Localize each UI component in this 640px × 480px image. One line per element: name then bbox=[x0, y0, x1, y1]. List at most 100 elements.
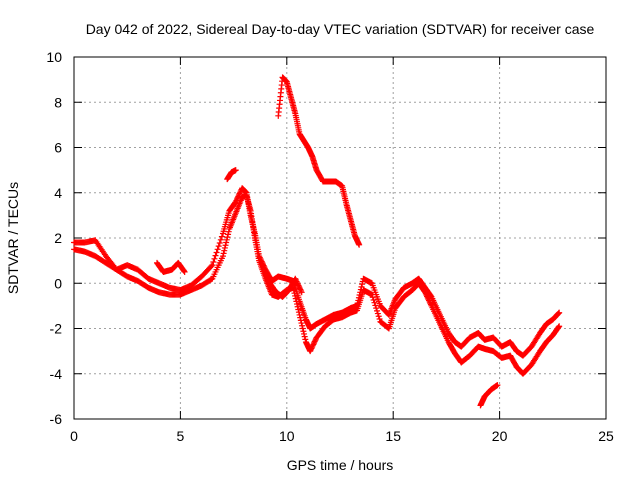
x-tick-label: 0 bbox=[70, 428, 78, 444]
isolated-d-interp bbox=[296, 283, 303, 290]
upper-branch-interp bbox=[260, 262, 267, 269]
grid-lines bbox=[74, 57, 606, 419]
isolated-d-interp bbox=[295, 282, 302, 289]
upper-branch-interp bbox=[259, 261, 266, 268]
isolated-d-interp bbox=[294, 279, 301, 286]
upper-branch-interp bbox=[215, 243, 222, 250]
main-track-interp bbox=[555, 324, 562, 331]
upper-branch-interp bbox=[217, 236, 224, 243]
upper-branch-interp bbox=[258, 258, 265, 265]
steep-segment-point bbox=[356, 241, 363, 248]
main-track-interp bbox=[300, 328, 307, 335]
upper-branch-interp bbox=[354, 300, 361, 307]
upper-branch-interp bbox=[359, 281, 366, 288]
main-track-interp bbox=[297, 314, 304, 321]
main-track-interp bbox=[223, 236, 230, 243]
upper-branch-interp bbox=[256, 254, 263, 261]
y-tick-label: 8 bbox=[54, 94, 62, 110]
x-tick-label: 15 bbox=[385, 428, 401, 444]
upper-branch-interp bbox=[554, 311, 561, 318]
isolated-d-interp bbox=[298, 287, 305, 294]
y-tick-label: -6 bbox=[50, 411, 63, 427]
upper-branch-point bbox=[256, 253, 263, 260]
upper-branch-interp bbox=[261, 263, 268, 270]
x-tick-label: 5 bbox=[177, 428, 185, 444]
upper-branch-interp bbox=[233, 197, 240, 204]
main-track-interp bbox=[299, 325, 306, 332]
main-track-interp bbox=[222, 242, 229, 249]
upper-branch-interp bbox=[555, 310, 562, 317]
main-track-interp bbox=[375, 313, 382, 320]
main-track-interp bbox=[309, 342, 316, 349]
y-tick-label: 0 bbox=[54, 275, 62, 291]
main-track-interp bbox=[308, 345, 315, 352]
main-track-interp bbox=[221, 247, 228, 254]
main-track-interp bbox=[311, 338, 318, 345]
upper-branch-interp bbox=[257, 255, 264, 262]
main-track-interp bbox=[311, 339, 318, 346]
upper-branch-interp bbox=[218, 233, 225, 240]
isolated-d-interp bbox=[296, 285, 303, 292]
upper-branch-point bbox=[209, 262, 216, 269]
main-track-interp bbox=[225, 231, 232, 238]
isolated-c-point bbox=[181, 268, 188, 275]
upper-branch-interp bbox=[235, 193, 242, 200]
main-track-interp bbox=[299, 322, 306, 329]
upper-branch-interp bbox=[214, 246, 221, 253]
y-tick-label: 6 bbox=[54, 140, 62, 156]
main-track-interp bbox=[372, 302, 379, 309]
y-tick-label: 10 bbox=[46, 49, 62, 65]
main-track-interp bbox=[220, 250, 227, 257]
upper-branch-interp bbox=[216, 239, 223, 246]
main-track-interp bbox=[374, 307, 381, 314]
upper-branch-interp bbox=[211, 255, 218, 262]
upper-branch-interp bbox=[355, 297, 362, 304]
main-track-interp bbox=[373, 305, 380, 312]
x-axis-label: GPS time / hours bbox=[287, 457, 394, 473]
upper-branch-interp bbox=[357, 286, 364, 293]
main-track-interp bbox=[301, 330, 308, 337]
chart-title: Day 042 of 2022, Sidereal Day-to-day VTE… bbox=[86, 21, 595, 37]
isolated-d-interp bbox=[294, 281, 301, 288]
axis-ticks: 0 5 10 15 20 25 -6 -4 -2 0 2 4 6 8 10 bbox=[46, 49, 614, 444]
y-tick-label: 2 bbox=[54, 230, 62, 246]
isolated-d-interp bbox=[297, 286, 304, 293]
isolated-a-point bbox=[232, 167, 239, 174]
main-track-point bbox=[219, 253, 226, 260]
main-track-interp bbox=[376, 315, 383, 322]
upper-branch-interp bbox=[212, 252, 219, 259]
main-track-interp bbox=[298, 320, 305, 327]
main-track-interp bbox=[295, 306, 302, 313]
upper-branch-interp bbox=[234, 194, 241, 201]
main-track-point bbox=[556, 323, 563, 330]
main-track-interp bbox=[307, 346, 314, 353]
y-tick-label: -4 bbox=[50, 366, 63, 382]
upper-branch-interp bbox=[237, 189, 244, 196]
upper-branch-interp bbox=[213, 249, 220, 256]
main-track-interp bbox=[427, 300, 434, 307]
isolated-d-point bbox=[298, 289, 305, 296]
upper-branch-interp bbox=[259, 259, 266, 266]
main-track-interp bbox=[297, 317, 304, 324]
isolated-b-point bbox=[494, 382, 501, 389]
upper-branch-interp bbox=[235, 192, 242, 199]
upper-branch-interp bbox=[357, 289, 364, 296]
upper-branch-interp bbox=[236, 190, 243, 197]
main-track-interp bbox=[225, 228, 232, 235]
upper-branch-interp bbox=[356, 292, 363, 299]
upper-branch-interp bbox=[258, 257, 265, 264]
data-points bbox=[71, 74, 563, 409]
x-tick-label: 10 bbox=[279, 428, 295, 444]
main-track-interp bbox=[223, 239, 230, 246]
y-tick-label: -2 bbox=[50, 321, 63, 337]
y-axis-label: SDTVAR / TECUs bbox=[5, 182, 21, 294]
main-track-interp bbox=[370, 296, 377, 303]
main-track-interp bbox=[374, 310, 381, 317]
x-tick-label: 20 bbox=[492, 428, 508, 444]
main-track-point bbox=[296, 311, 303, 318]
upper-branch-point bbox=[556, 309, 563, 316]
x-tick-label: 25 bbox=[598, 428, 614, 444]
main-track-interp bbox=[224, 234, 231, 241]
